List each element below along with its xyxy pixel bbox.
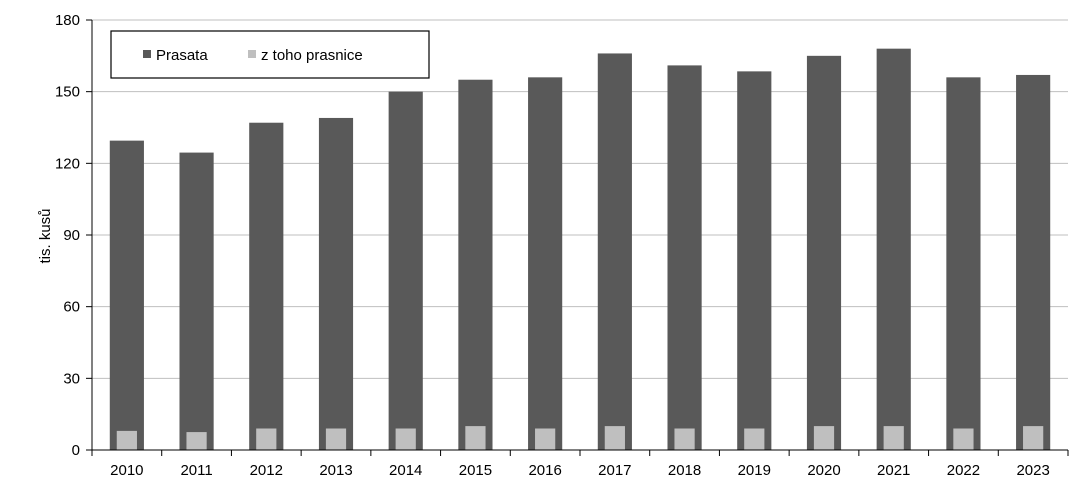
y-tick-label: 90 [63, 227, 80, 244]
y-tick-label: 150 [55, 84, 80, 101]
legend-label-prasata: Prasata [156, 47, 208, 64]
legend-swatch-prasnice [248, 50, 256, 58]
bar-prasnice-2011 [186, 432, 207, 450]
bar-prasnice-2018 [674, 428, 695, 450]
bar-prasata-2012 [249, 122, 284, 450]
bar-prasata-2021 [876, 48, 911, 451]
y-tick-labels: 0 30 60 90 120 150 180 [55, 12, 80, 459]
x-tick-labels: 2010 2011 2012 2013 2014 2015 2016 2017 2018 2019… [110, 462, 1050, 479]
legend-label-prasnice: z toho prasnice [261, 47, 363, 64]
x-tick-label: 2015 [459, 462, 492, 479]
x-tick-label: 2023 [1016, 462, 1049, 479]
bar-prasata-2017 [597, 53, 632, 450]
x-tick-label: 2013 [319, 462, 352, 479]
bar-prasata-2016 [528, 77, 563, 450]
x-tick-label: 2018 [668, 462, 701, 479]
bar-prasata-2022 [946, 77, 981, 450]
bar-prasata-2015 [458, 79, 493, 450]
x-tick-label: 2022 [947, 462, 980, 479]
bar-prasnice-2010 [116, 430, 137, 450]
x-tick-label: 2012 [250, 462, 283, 479]
x-tick-label: 2021 [877, 462, 910, 479]
bar-prasnice-2013 [325, 428, 347, 450]
bar-prasnice-2023 [1023, 426, 1044, 450]
x-tick-label: 2019 [738, 462, 771, 479]
axes [86, 19, 1069, 456]
bar-prasnice-2012 [256, 428, 277, 450]
bar-prasnice-2022 [953, 428, 974, 450]
x-tick-label: 2016 [528, 462, 561, 479]
bar-prasata-2019 [737, 71, 772, 450]
bar-prasnice-2019 [744, 428, 765, 450]
y-tick-label: 60 [63, 299, 80, 316]
x-tick-label: 2014 [389, 462, 422, 479]
y-tick-label: 30 [63, 370, 80, 387]
x-tick-label: 2020 [807, 462, 840, 479]
bar-prasnice-2015 [465, 426, 486, 450]
y-tick-label: 120 [55, 155, 80, 172]
y-tick-label: 0 [72, 442, 80, 459]
bar-prasnice-2017 [604, 426, 625, 450]
bar-prasata-2018 [667, 65, 702, 450]
legend-swatch-prasata [143, 50, 151, 58]
bar-prasata-2013 [318, 117, 354, 450]
bar-prasata-2011 [179, 152, 214, 451]
y-axis-title: tis. kusů [37, 208, 54, 263]
bar-prasata-2023 [1016, 74, 1051, 450]
y-tick-label: 180 [55, 12, 80, 29]
bar-prasnice-2020 [813, 426, 835, 450]
x-tick-label: 2011 [180, 462, 212, 479]
bars [109, 48, 1051, 451]
legend: Prasata z toho prasnice [110, 30, 430, 79]
bar-prasata-2014 [388, 91, 423, 451]
x-tick-label: 2010 [110, 462, 143, 479]
bar-prasnice-2021 [883, 426, 904, 450]
bar-prasata-2010 [109, 140, 144, 450]
bar-prasata-2020 [806, 55, 842, 450]
x-tick-label: 2017 [598, 462, 631, 479]
legend-box [110, 30, 430, 79]
bar-prasnice-2014 [395, 428, 416, 450]
bar-prasnice-2016 [535, 428, 556, 450]
